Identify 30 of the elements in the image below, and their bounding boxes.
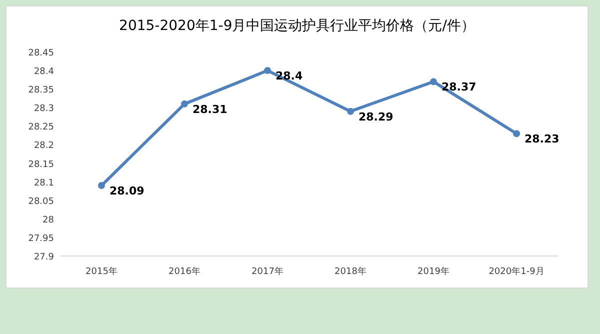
x-tick-label: 2017年 [252,266,284,277]
y-tick-label: 28 [42,215,54,226]
point [347,108,354,115]
y-tick-label: 27.9 [34,252,54,262]
data-label: 28.37 [442,80,476,94]
y-tick-label: 28.4 [34,67,54,78]
x-tick-label: 2016年 [168,266,200,277]
data-label: 28.23 [524,132,560,146]
data-label: 28.31 [192,102,228,116]
y-tick-label: 28.25 [28,122,54,133]
chart-title: 2015-2020年1-9月中国运动护具行业平均价格（元/件） [119,18,475,34]
y-tick-label: 28.05 [28,196,54,207]
point [264,67,271,74]
x-tick-label: 2019年 [418,266,450,277]
x-tick-label: 2018年 [334,266,366,277]
point [181,100,188,108]
y-tick-label: 28.15 [28,160,54,170]
y-tick-label: 28.45 [28,48,54,58]
point [98,182,105,190]
data-label: 28.29 [358,110,394,124]
data-label: 28.09 [110,184,144,198]
y-tick-label: 28.1 [34,178,54,188]
x-tick-label: 2015年 [86,266,118,277]
point [513,130,520,138]
y-tick-label: 28.2 [34,141,54,152]
x-tick-label: 2020年1-9月 [488,266,544,277]
y-tick-label: 28.35 [28,86,54,96]
y-tick-label: 27.95 [28,234,54,244]
point [430,78,437,86]
y-tick-label: 28.3 [34,104,54,114]
